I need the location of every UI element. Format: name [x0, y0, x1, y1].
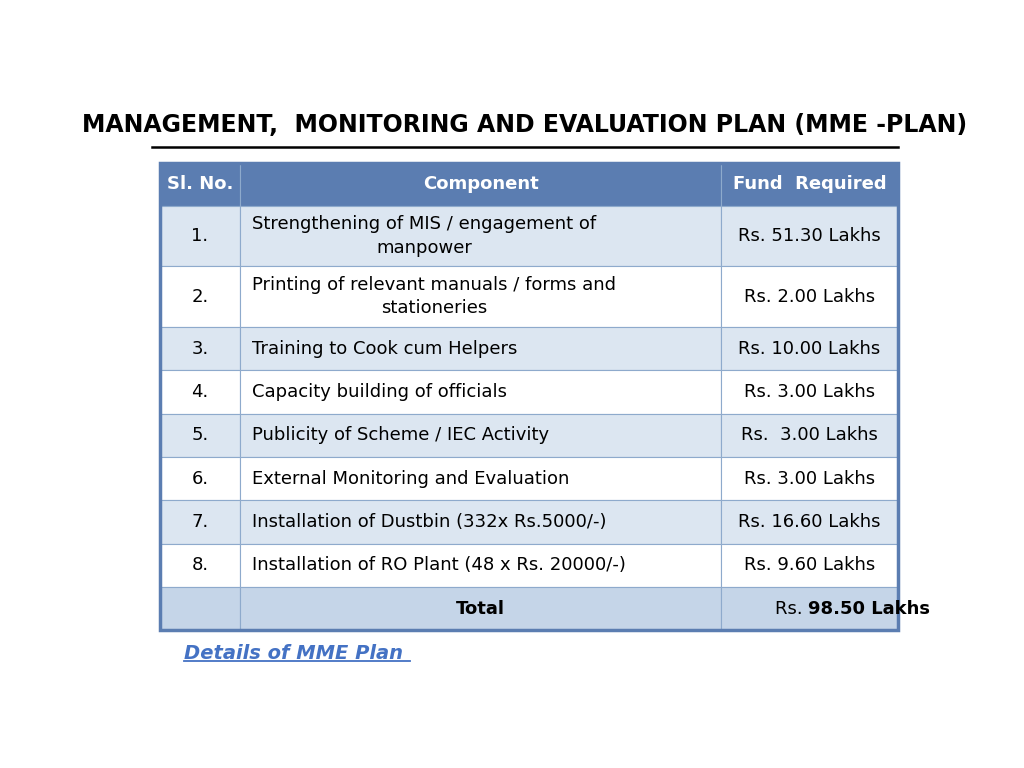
Text: 2.: 2.: [191, 288, 209, 306]
Text: Rs.  3.00 Lakhs: Rs. 3.00 Lakhs: [741, 426, 878, 445]
Bar: [160, 163, 898, 631]
Text: Fund  Required: Fund Required: [733, 175, 887, 194]
Text: 7.: 7.: [191, 513, 209, 531]
Text: Publicity of Scheme / IEC Activity: Publicity of Scheme / IEC Activity: [252, 426, 549, 445]
Text: Rs. 10.00 Lakhs: Rs. 10.00 Lakhs: [738, 339, 881, 358]
Bar: [240, 206, 721, 266]
Bar: [240, 544, 721, 587]
Bar: [160, 414, 240, 457]
Text: Printing of relevant manuals / forms and
stationeries: Printing of relevant manuals / forms and…: [252, 276, 615, 317]
Bar: [721, 414, 898, 457]
Text: Capacity building of officials: Capacity building of officials: [252, 383, 507, 401]
Text: External Monitoring and Evaluation: External Monitoring and Evaluation: [252, 470, 569, 488]
Bar: [160, 500, 240, 544]
Text: Sl. No.: Sl. No.: [167, 175, 233, 194]
Text: 98.50 Lakhs: 98.50 Lakhs: [808, 600, 930, 617]
Bar: [240, 370, 721, 414]
Bar: [160, 327, 240, 370]
Text: Rs. 16.60 Lakhs: Rs. 16.60 Lakhs: [738, 513, 881, 531]
Text: Rs. 2.00 Lakhs: Rs. 2.00 Lakhs: [744, 288, 876, 306]
Text: Training to Cook cum Helpers: Training to Cook cum Helpers: [252, 339, 517, 358]
Text: Details of MME Plan: Details of MME Plan: [183, 644, 402, 664]
Text: Rs. 9.60 Lakhs: Rs. 9.60 Lakhs: [743, 556, 876, 574]
Text: 4.: 4.: [191, 383, 209, 401]
Bar: [240, 457, 721, 500]
Bar: [160, 457, 240, 500]
Text: 3.: 3.: [191, 339, 209, 358]
Text: Rs. 3.00 Lakhs: Rs. 3.00 Lakhs: [744, 470, 876, 488]
Bar: [160, 266, 240, 327]
Text: Component: Component: [423, 175, 539, 194]
Bar: [721, 457, 898, 500]
Bar: [240, 587, 721, 631]
Bar: [240, 414, 721, 457]
Bar: [160, 163, 240, 206]
Text: Installation of Dustbin (332x Rs.5000/-): Installation of Dustbin (332x Rs.5000/-): [252, 513, 606, 531]
Bar: [160, 544, 240, 587]
Text: Rs. 3.00 Lakhs: Rs. 3.00 Lakhs: [744, 383, 876, 401]
Text: 1.: 1.: [191, 227, 209, 245]
Text: Rs. 51.30 Lakhs: Rs. 51.30 Lakhs: [738, 227, 881, 245]
Bar: [721, 266, 898, 327]
Bar: [721, 327, 898, 370]
Text: Total: Total: [456, 600, 505, 617]
Bar: [160, 206, 240, 266]
Text: 8.: 8.: [191, 556, 209, 574]
Bar: [721, 206, 898, 266]
Text: Strengthening of MIS / engagement of
manpower: Strengthening of MIS / engagement of man…: [252, 215, 596, 257]
Bar: [721, 587, 898, 631]
Bar: [160, 587, 240, 631]
Bar: [240, 500, 721, 544]
Text: 6.: 6.: [191, 470, 209, 488]
Bar: [721, 500, 898, 544]
Bar: [160, 370, 240, 414]
Text: 5.: 5.: [191, 426, 209, 445]
Text: Rs.: Rs.: [774, 600, 808, 617]
Bar: [240, 327, 721, 370]
Bar: [721, 163, 898, 206]
Bar: [721, 544, 898, 587]
Bar: [721, 370, 898, 414]
Bar: [240, 163, 721, 206]
Text: Installation of RO Plant (48 x Rs. 20000/-): Installation of RO Plant (48 x Rs. 20000…: [252, 556, 626, 574]
Bar: [240, 266, 721, 327]
Text: MANAGEMENT,  MONITORING AND EVALUATION PLAN (MME -PLAN): MANAGEMENT, MONITORING AND EVALUATION PL…: [82, 113, 968, 137]
